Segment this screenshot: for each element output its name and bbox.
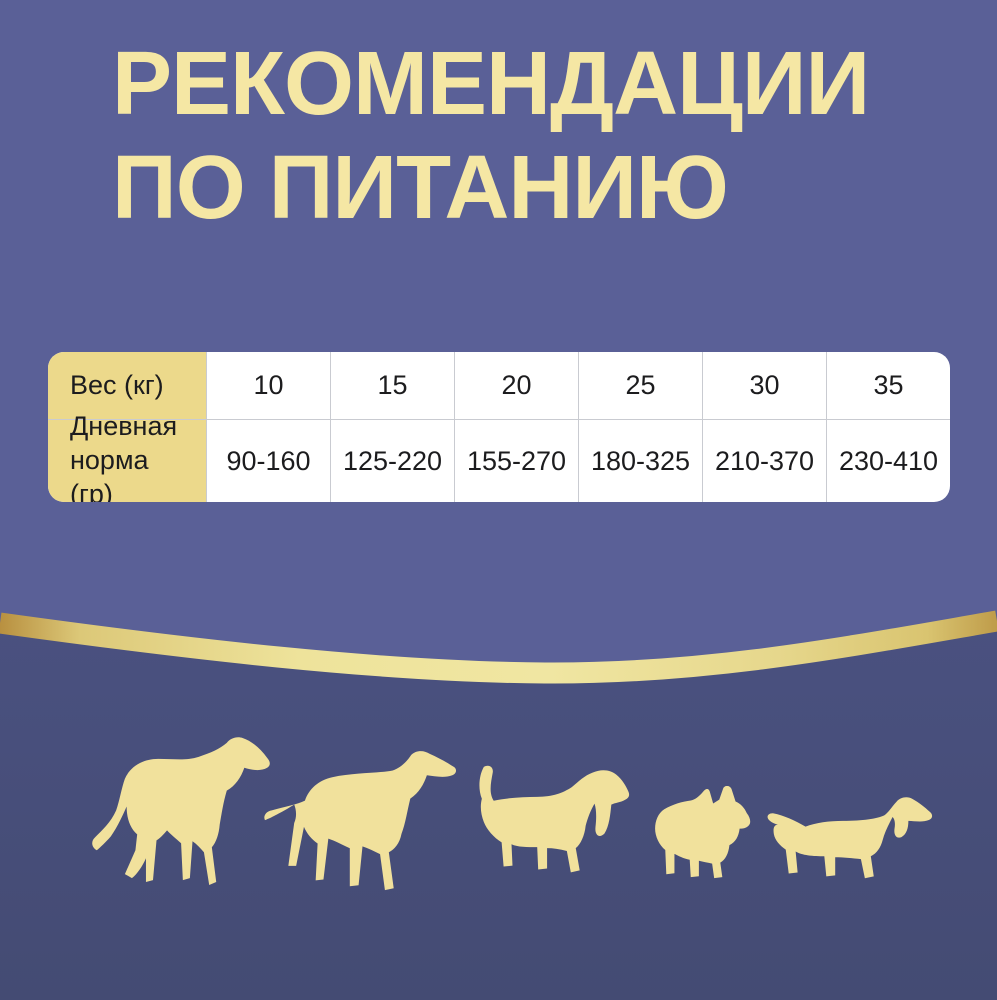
weight-value-cell: 35 [826,352,950,419]
norm-value-cell: 180-325 [578,419,702,502]
table-header-daily-norm: Дневная норма (гр) [48,411,206,502]
french-bulldog-silhouette-icon [655,786,751,879]
page-title: РЕКОМЕНДАЦИИ ПО ПИТАНИЮ [112,32,870,240]
norm-value-cell: 230-410 [826,419,950,502]
norm-value-cell: 125-220 [330,419,454,502]
table-header-weight: Вес (кг) [48,352,206,419]
greyhound-silhouette-icon [92,737,270,886]
weight-value-cell: 10 [206,352,330,419]
gold-ribbon [0,610,997,684]
norm-value-cell: 210-370 [702,419,826,502]
page-title-line1: РЕКОМЕНДАЦИИ [112,34,870,134]
norm-value-cell: 155-270 [454,419,578,502]
weight-value-cell: 25 [578,352,702,419]
page-title-line2: ПО ПИТАНИЮ [112,138,729,238]
weight-value-cell: 30 [702,352,826,419]
norm-value-cell: 90-160 [206,419,330,502]
feeding-table: Вес (кг) 10 15 20 25 30 35 Дневная норма… [48,352,950,502]
basset-hound-silhouette-icon [479,765,630,873]
weight-value-cell: 20 [454,352,578,419]
pointer-silhouette-icon [264,751,457,891]
weight-value-cell: 15 [330,352,454,419]
dachshund-silhouette-icon [767,797,933,879]
